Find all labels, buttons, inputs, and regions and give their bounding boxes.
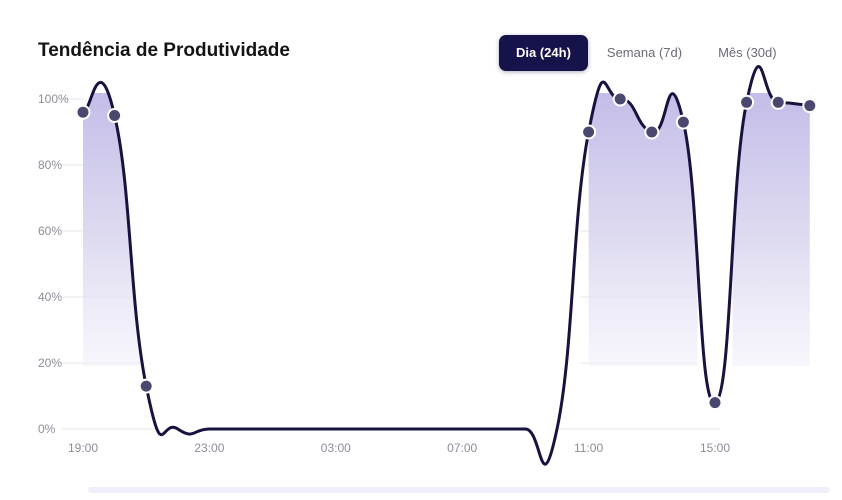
y-tick-label: 40% (38, 290, 62, 304)
data-markers (75, 91, 818, 411)
y-axis-ticks: 0% 20% 40% 60% 80% 100% (38, 92, 69, 436)
range-tabs: Dia (24h) Semana (7d) Mês (30d) (499, 35, 794, 71)
series-path (81, 65, 812, 466)
data-point[interactable] (802, 98, 818, 114)
data-point[interactable] (581, 124, 597, 140)
data-point[interactable] (770, 94, 786, 110)
x-tick-label: 19:00 (68, 441, 98, 455)
scroll-track (88, 487, 830, 493)
tab-day[interactable]: Dia (24h) (499, 35, 588, 71)
x-axis-ticks: 19:00 23:00 03:00 07:00 11:00 15:00 (68, 441, 730, 455)
page-title: Tendência de Produtividade (38, 40, 290, 61)
area-gap (156, 89, 581, 389)
data-point[interactable] (138, 378, 154, 394)
data-point[interactable] (75, 104, 91, 120)
data-point[interactable] (107, 108, 123, 123)
series-line (81, 65, 812, 466)
tab-week[interactable]: Semana (7d) (606, 45, 683, 60)
y-tick-label: 60% (38, 224, 62, 238)
area-fill (83, 66, 810, 465)
data-point[interactable] (707, 395, 723, 411)
y-tick-label: 0% (38, 422, 56, 436)
data-point[interactable] (644, 124, 660, 140)
y-tick-label: 80% (38, 158, 62, 172)
data-point[interactable] (612, 91, 628, 107)
x-tick-label: 15:00 (700, 441, 730, 455)
y-tick-label: 20% (38, 356, 62, 370)
y-tick-label: 100% (38, 92, 69, 106)
x-tick-label: 07:00 (447, 441, 477, 455)
x-tick-label: 11:00 (574, 441, 603, 455)
tab-month[interactable]: Mês (30d) (718, 45, 777, 60)
x-tick-label: 23:00 (194, 441, 224, 455)
data-point[interactable] (739, 94, 755, 110)
data-point[interactable] (675, 114, 691, 130)
x-tick-label: 03:00 (321, 441, 351, 455)
